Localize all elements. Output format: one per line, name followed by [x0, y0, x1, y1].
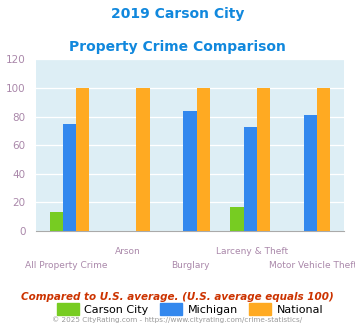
Bar	[50, 213, 63, 231]
Text: Property Crime Comparison: Property Crime Comparison	[69, 40, 286, 53]
Legend: Carson City, Michigan, National: Carson City, Michigan, National	[56, 303, 323, 315]
Text: © 2025 CityRating.com - https://www.cityrating.com/crime-statistics/: © 2025 CityRating.com - https://www.city…	[53, 317, 302, 323]
Bar	[76, 88, 89, 231]
Bar	[230, 207, 244, 231]
Bar	[244, 127, 257, 231]
Text: Larceny & Theft: Larceny & Theft	[215, 248, 288, 256]
Text: All Property Crime: All Property Crime	[25, 261, 108, 270]
Bar	[257, 88, 270, 231]
Text: Burglary: Burglary	[171, 261, 209, 270]
Text: Motor Vehicle Theft: Motor Vehicle Theft	[269, 261, 355, 270]
Text: Arson: Arson	[115, 248, 141, 256]
Bar	[317, 88, 330, 231]
Bar	[183, 111, 197, 231]
Bar	[136, 88, 149, 231]
Bar	[197, 88, 210, 231]
Text: 2019 Carson City: 2019 Carson City	[111, 7, 244, 20]
Bar	[63, 124, 76, 231]
Text: Compared to U.S. average. (U.S. average equals 100): Compared to U.S. average. (U.S. average …	[21, 292, 334, 302]
Bar	[304, 115, 317, 231]
